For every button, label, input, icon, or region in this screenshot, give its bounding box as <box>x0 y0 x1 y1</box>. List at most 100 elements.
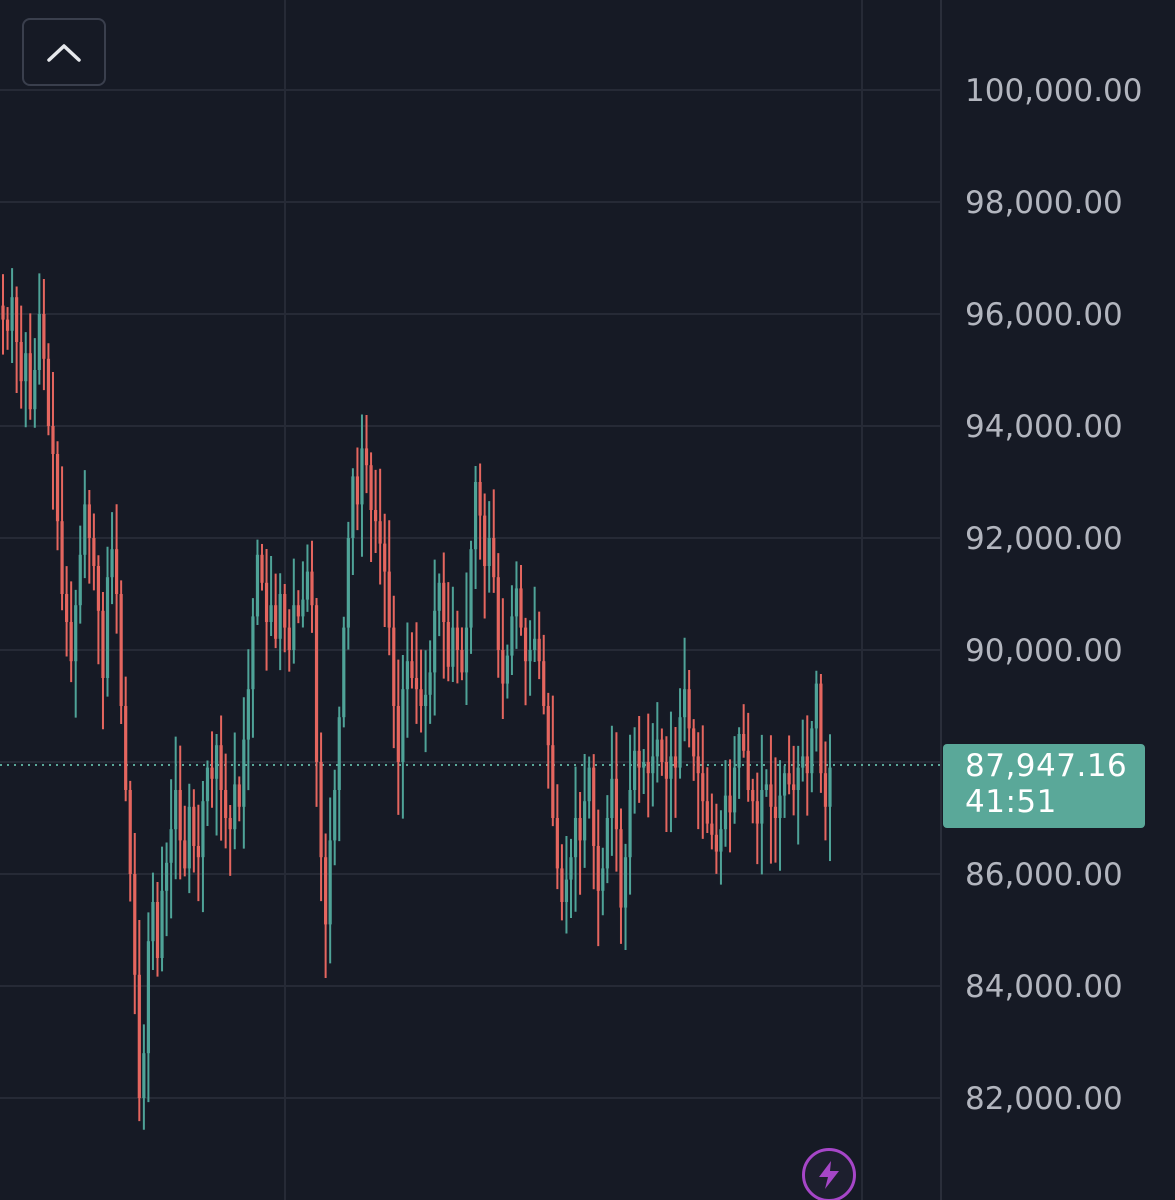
candle <box>819 674 823 793</box>
candle-body <box>428 672 432 695</box>
candle <box>224 753 228 849</box>
candle <box>623 843 628 951</box>
candle <box>42 279 46 391</box>
candle-body <box>751 790 755 802</box>
candle-body <box>742 734 746 751</box>
candle <box>274 573 278 649</box>
candle-body <box>796 767 800 790</box>
candle-body <box>324 857 328 925</box>
candle <box>514 561 519 649</box>
candle-body <box>769 784 773 807</box>
candle-body <box>814 683 818 729</box>
candle <box>787 735 791 795</box>
candle-body <box>787 773 791 785</box>
candle <box>587 756 591 819</box>
collapse-button[interactable] <box>22 18 106 86</box>
candle-body <box>242 739 246 807</box>
candle <box>760 734 764 875</box>
candle-body <box>646 762 650 774</box>
candle-body <box>205 767 210 802</box>
candle-body <box>569 857 573 880</box>
candle <box>328 797 332 964</box>
candle-body <box>383 543 387 572</box>
candle <box>637 716 641 803</box>
candle-body <box>319 762 323 858</box>
candle <box>451 586 455 683</box>
candle <box>74 589 78 718</box>
candle <box>55 441 60 551</box>
candle <box>464 572 469 706</box>
candle <box>673 727 678 818</box>
candle-body <box>355 476 360 505</box>
candle-body <box>433 610 437 673</box>
candle-body <box>51 426 55 454</box>
candle <box>792 745 796 816</box>
candle-body <box>596 846 600 891</box>
candle-body <box>60 521 64 594</box>
candle <box>69 581 73 683</box>
candle-body <box>678 717 682 768</box>
candle-body <box>146 941 151 1054</box>
candle <box>537 611 541 680</box>
candle <box>778 760 782 871</box>
candle-body <box>405 661 410 690</box>
candle <box>660 728 664 776</box>
candle-body <box>342 627 346 718</box>
candle <box>105 546 110 697</box>
y-tick-label: 92,000.00 <box>965 521 1123 557</box>
candle <box>178 745 182 880</box>
candle <box>214 733 219 836</box>
candle-body <box>692 728 696 757</box>
candle <box>65 566 69 657</box>
candle <box>187 783 191 894</box>
candle-body <box>623 857 628 908</box>
candle <box>755 772 759 865</box>
candle-body <box>169 829 173 863</box>
candle-body <box>614 778 619 830</box>
candle-body <box>360 448 364 505</box>
candle <box>369 452 373 563</box>
lightning-bolt-icon <box>819 1161 839 1189</box>
price-axis: 100,000.00 98,000.00 96,000.00 94,000.00 92,… <box>965 73 1143 1117</box>
candle-body <box>278 594 282 639</box>
candle-body <box>737 734 741 768</box>
candle-body <box>628 790 632 858</box>
candle <box>642 749 646 794</box>
candle-body <box>673 756 678 768</box>
candle-body <box>782 773 787 796</box>
candle-body <box>33 370 37 410</box>
chevron-up-icon <box>47 44 81 62</box>
candle-body <box>523 627 528 662</box>
y-tick-label: 100,000.00 <box>965 73 1143 109</box>
candle-body <box>446 622 450 667</box>
candles-layer <box>1 268 832 1130</box>
candle <box>614 732 619 872</box>
candle <box>169 779 173 919</box>
candle-body <box>292 605 296 650</box>
candle-body <box>124 706 128 790</box>
candle <box>264 549 269 671</box>
candle <box>46 343 51 436</box>
candle-body <box>55 454 60 522</box>
candle <box>305 544 310 612</box>
candle <box>319 732 323 902</box>
candle <box>28 313 32 420</box>
candle <box>174 736 178 880</box>
candle <box>242 697 246 849</box>
candle <box>146 912 151 1103</box>
flash-button[interactable] <box>802 1148 856 1200</box>
candle <box>310 540 314 633</box>
candle <box>246 649 250 791</box>
candle <box>78 525 82 624</box>
candle <box>210 731 214 808</box>
candle <box>96 555 101 665</box>
candle-body <box>142 1053 146 1098</box>
candle <box>51 371 55 510</box>
candle-body <box>151 902 155 942</box>
candle-body <box>337 717 341 790</box>
candle-body <box>69 622 73 662</box>
candle <box>546 692 550 789</box>
candle-body <box>5 319 10 331</box>
